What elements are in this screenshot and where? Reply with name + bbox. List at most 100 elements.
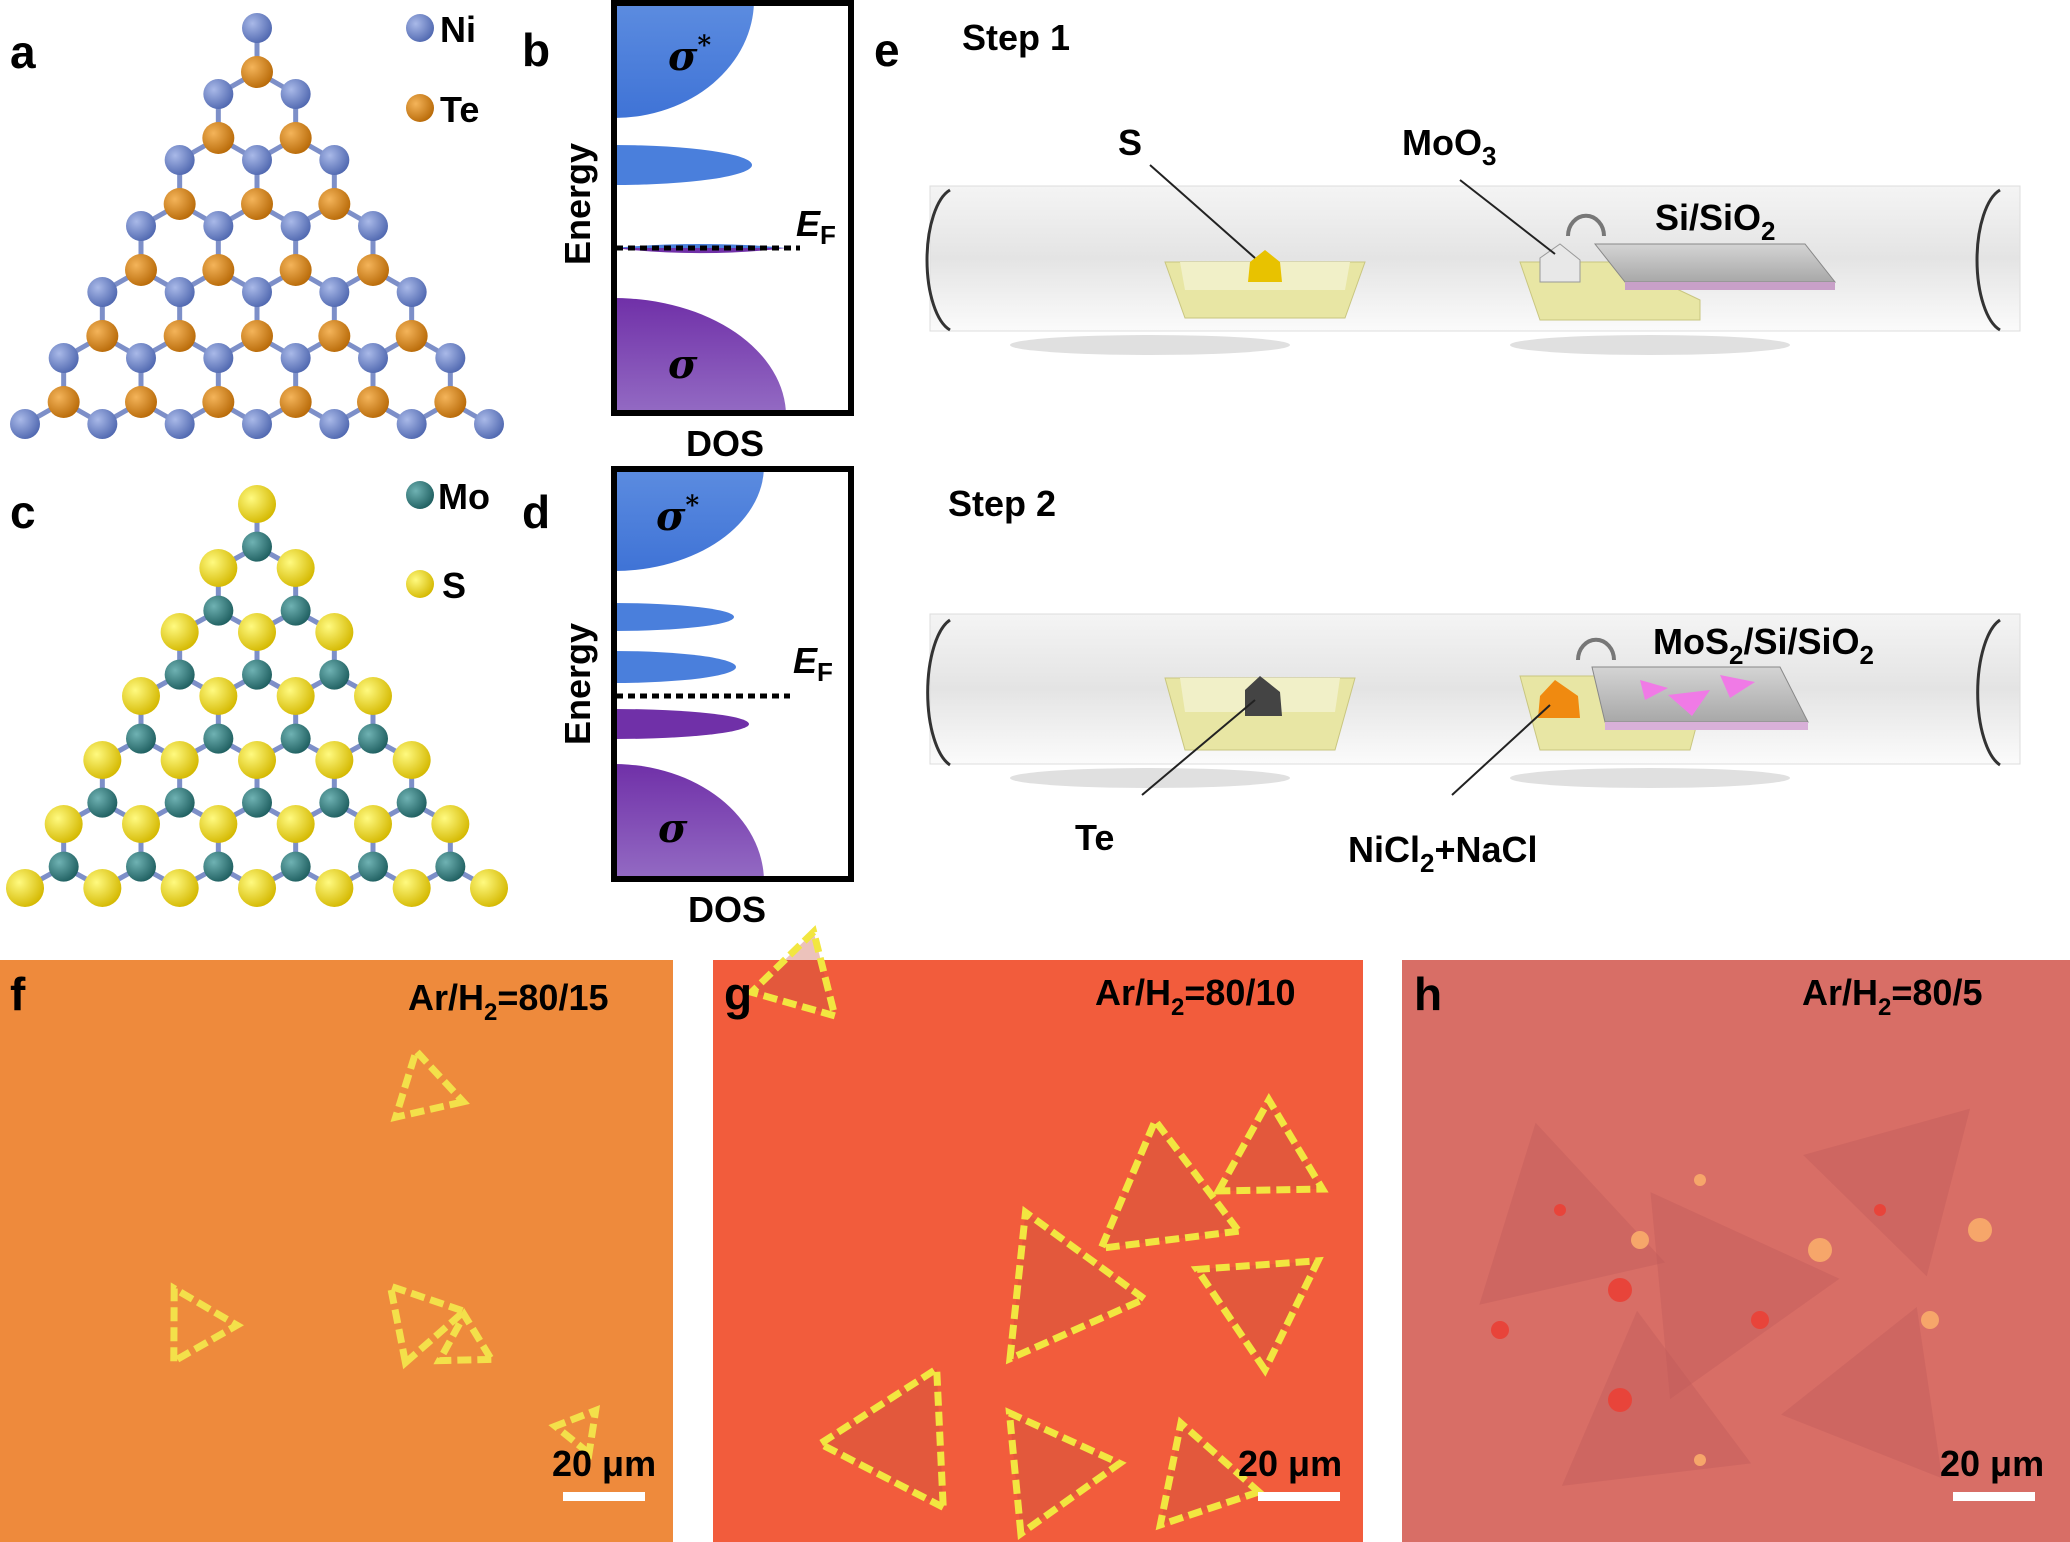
sigma-star-label: σ* — [656, 491, 700, 540]
mos2-flake — [1640, 680, 1668, 700]
growth-condition-f: Ar/H2=80/15 — [408, 977, 609, 1026]
legend-ni: Ni — [440, 9, 476, 50]
dos-axis-label: DOS — [686, 423, 764, 464]
ni-atom — [474, 409, 504, 439]
s-atom — [6, 869, 44, 907]
sigma-band — [614, 298, 786, 413]
ni-atom — [242, 277, 272, 307]
ni-atom — [164, 145, 195, 175]
label-nicl2-nacl: NiCl2+NaCl — [1348, 829, 1538, 878]
te-powder — [1245, 676, 1282, 716]
step1-furnace: Step 1 S MoO3 Si/SiO2 — [925, 17, 2021, 355]
nite2-particle — [1491, 1321, 1509, 1339]
dos-diagram-d: σ* σ EF Energy DOS — [557, 466, 854, 930]
te-atom — [241, 188, 273, 220]
legend-s: S — [442, 565, 466, 606]
step2-title: Step 2 — [948, 483, 1056, 524]
mo-atom — [126, 723, 156, 754]
mo-atom — [280, 723, 311, 754]
quartz-tube — [929, 613, 2021, 765]
energy-axis-label: Energy — [557, 623, 598, 745]
ni-atom — [280, 211, 311, 241]
growth-condition-h: Ar/H2=80/5 — [1802, 972, 1982, 1021]
nite2-flake — [744, 925, 840, 1021]
mo-atom — [48, 851, 79, 882]
te-atom — [125, 386, 157, 418]
nite2-particle — [1608, 1388, 1632, 1412]
s-atom — [83, 869, 122, 907]
band-lobe — [614, 145, 752, 185]
nite2-particle — [1921, 1311, 1939, 1329]
ni-atom — [242, 145, 272, 175]
ni-atom — [126, 211, 156, 241]
te-atom — [318, 320, 351, 352]
ni-atom — [10, 409, 40, 439]
mos2-domain — [1803, 1108, 1971, 1277]
label-te: Te — [1075, 817, 1114, 858]
te-atom — [357, 254, 389, 286]
te-atom — [47, 386, 80, 418]
te-atom — [318, 188, 351, 220]
ni-atom — [358, 211, 388, 241]
sulfur-pointer — [1149, 164, 1256, 259]
ni-atom — [126, 343, 156, 373]
nite2-particle — [1874, 1204, 1886, 1216]
flip-arrow-icon — [1576, 637, 1616, 661]
mo-atom — [242, 787, 272, 818]
s-atom — [199, 805, 238, 843]
scale-bar-label-f: 20 μm — [552, 1443, 656, 1484]
optical-image-g: g Ar/H2=80/10 20 μm — [713, 925, 1363, 1542]
flip-arrow-icon — [1566, 213, 1606, 237]
te-legend-atom — [406, 94, 434, 122]
scale-bar-h — [1953, 1492, 2035, 1501]
quartz-tube — [929, 185, 2021, 332]
mos2-flake — [1720, 675, 1755, 698]
ni-atom — [319, 277, 350, 307]
mo-legend-atom — [406, 481, 434, 509]
s-atom — [431, 805, 470, 843]
s-atom — [276, 677, 315, 715]
ni-atom — [280, 343, 311, 373]
nite2-flake — [170, 1282, 244, 1368]
s-atom — [276, 805, 315, 843]
ni-atom — [319, 145, 350, 175]
dos-frame — [611, 466, 854, 882]
nite2-flake — [548, 1405, 601, 1460]
tube-end-right — [1975, 188, 2001, 332]
te-atom — [279, 122, 312, 154]
ni-atom — [396, 409, 427, 439]
te-atom — [202, 122, 235, 154]
mo-atom — [126, 851, 156, 882]
nicl2-pointer — [1451, 704, 1551, 796]
s-atom — [238, 485, 276, 523]
label-s: S — [1118, 122, 1142, 163]
nite2-flake — [433, 1308, 498, 1365]
mos2-domain — [1561, 1310, 1752, 1486]
ni-atom — [280, 79, 311, 109]
s-atom — [315, 869, 354, 907]
s-atom — [354, 677, 392, 715]
s-atom — [199, 549, 238, 587]
nite2-particle — [1968, 1218, 1992, 1242]
mo-atom — [280, 851, 311, 882]
nite2-flake — [1005, 1205, 1152, 1365]
scale-bar-f — [563, 1492, 645, 1501]
nite2-particle — [1694, 1174, 1706, 1186]
ni-atom — [203, 343, 234, 373]
dos-frame — [611, 0, 854, 416]
si-sio2-substrate — [1593, 243, 1837, 283]
panel-label-d: d — [522, 486, 550, 538]
tube-end-left — [926, 618, 951, 767]
ni-atom — [358, 343, 388, 373]
mo-atom — [87, 787, 118, 818]
s-atom — [238, 869, 276, 907]
scale-bar-g — [1258, 1492, 1340, 1501]
te-atom — [163, 188, 196, 220]
s-atom — [276, 549, 315, 587]
s-atom — [160, 741, 199, 779]
fermi-label: EF — [793, 640, 833, 687]
legend-te: Te — [440, 89, 479, 130]
moo3-pointer — [1459, 179, 1556, 255]
te-atom — [202, 254, 235, 286]
